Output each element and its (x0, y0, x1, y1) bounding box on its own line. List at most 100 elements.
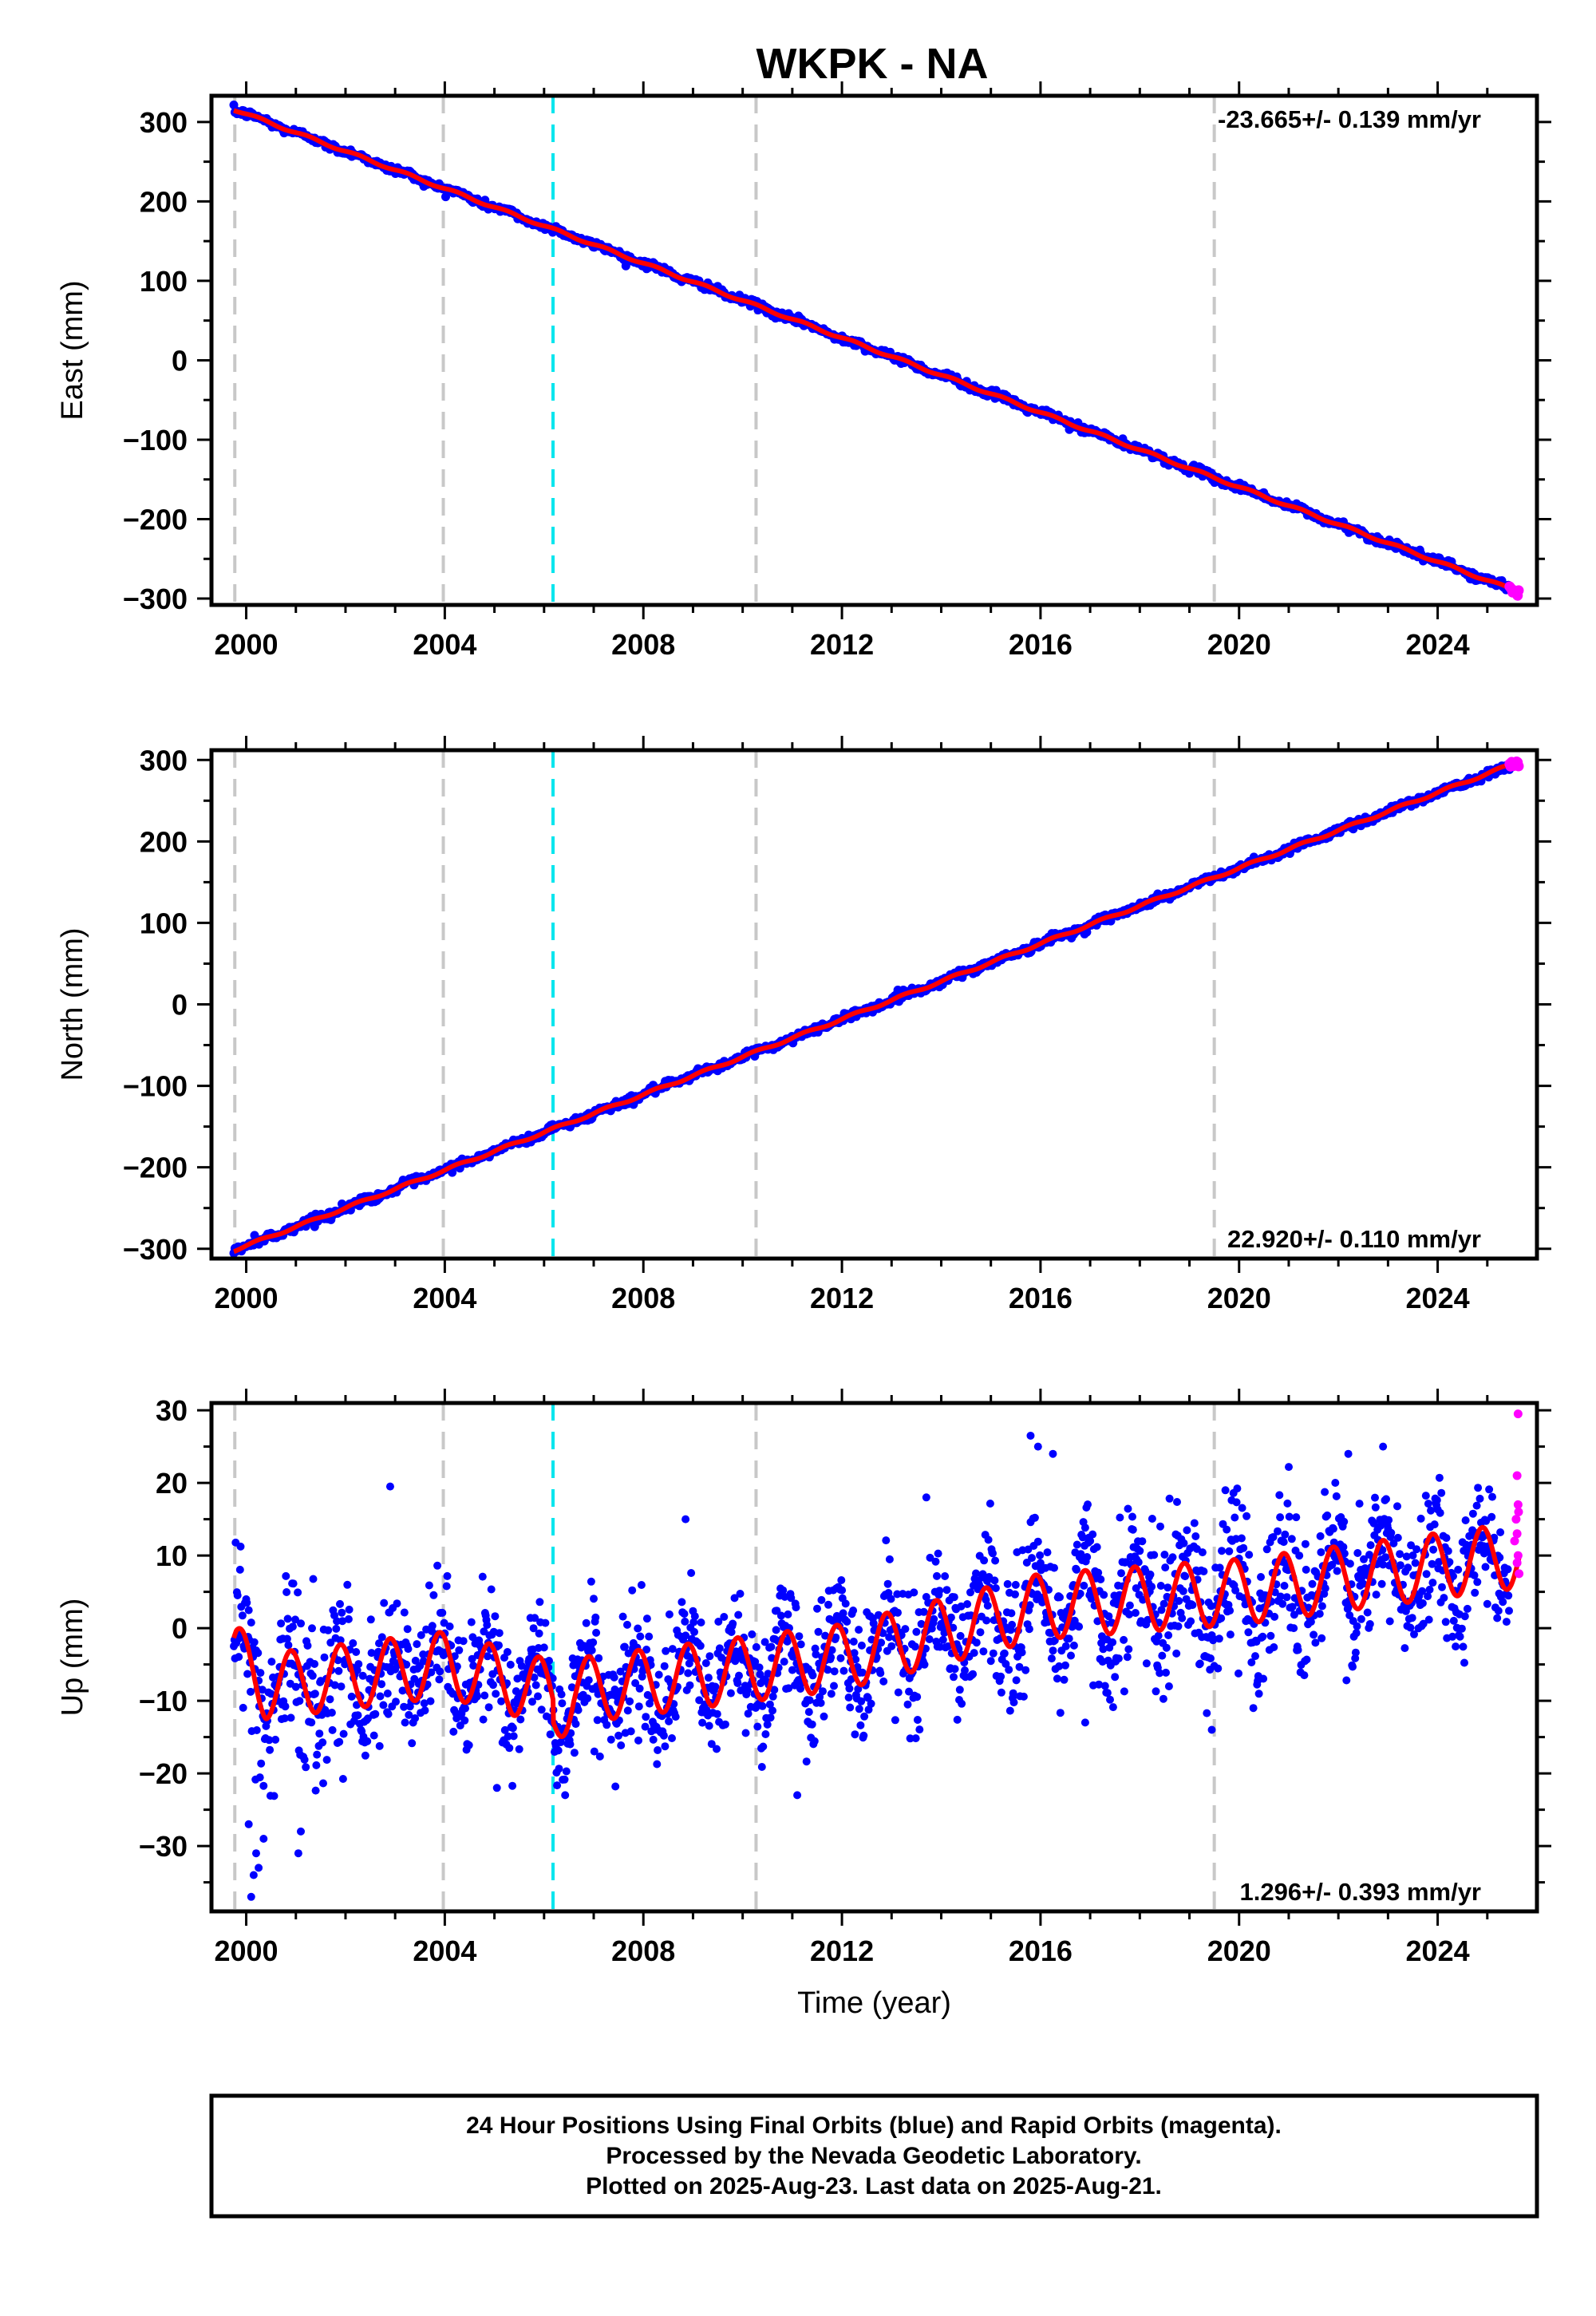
final-orbit-point (813, 1604, 821, 1613)
final-orbit-point (1244, 1628, 1253, 1637)
north-panel: 2000 2004 2008 2012 2016 2020 20243002001000−1… (56, 736, 1551, 1314)
final-orbit-point (1028, 1554, 1036, 1563)
final-orbit-point (313, 1750, 322, 1759)
rapid-orbit-point (1513, 761, 1524, 772)
final-orbit-point (953, 1715, 962, 1724)
final-orbit-point (369, 1731, 378, 1740)
final-orbit-point (678, 1598, 686, 1607)
final-orbit-point (805, 1696, 814, 1705)
final-orbit-point (819, 1687, 827, 1696)
final-orbit-point (660, 1662, 669, 1670)
final-orbit-point (310, 1660, 319, 1668)
final-orbit-point (1231, 1513, 1239, 1522)
final-orbit-point (1317, 1634, 1326, 1642)
final-orbit-point (1295, 1551, 1304, 1560)
final-orbit-point (1353, 1549, 1362, 1557)
final-orbit-point (1262, 1545, 1271, 1554)
final-orbit-point (698, 1718, 707, 1727)
final-orbit-point (894, 1688, 903, 1697)
final-orbit-point (1215, 1634, 1223, 1643)
final-orbit-point (294, 1849, 302, 1858)
final-orbit-point (1488, 1492, 1496, 1501)
y-tick-label: −200 (123, 504, 188, 536)
final-orbit-point (844, 1694, 853, 1701)
final-orbit-point (1088, 1530, 1097, 1539)
final-orbit-point (685, 1681, 694, 1690)
final-orbit-point (1283, 1499, 1292, 1508)
final-orbit-point (1355, 1500, 1364, 1508)
final-orbit-point (1285, 1463, 1293, 1472)
final-orbit-point (1444, 1547, 1452, 1555)
final-orbit-point (1258, 1632, 1267, 1641)
plot-frame (209, 93, 1539, 607)
final-orbit-point (766, 1713, 775, 1722)
x-tick-label: 2012 (810, 1935, 874, 1967)
final-orbit-point (472, 1692, 481, 1701)
final-orbit-point (1460, 1612, 1469, 1621)
final-orbit-point (336, 1599, 344, 1608)
final-orbit-point (910, 1588, 918, 1597)
final-orbit-point (433, 1561, 442, 1570)
final-orbit-point (1156, 1522, 1164, 1531)
final-orbit-point (1215, 1563, 1224, 1572)
final-orbit-point (584, 1676, 593, 1685)
final-orbit-point (653, 1760, 662, 1769)
final-orbit-point (642, 1614, 651, 1623)
final-orbit-point (508, 1724, 517, 1733)
final-orbit-point (1165, 1494, 1174, 1503)
final-orbit-point (328, 1725, 337, 1734)
x-axis-label: Time (year) (797, 1986, 951, 2020)
final-orbit-point (1225, 1547, 1234, 1555)
final-orbit-point (715, 1644, 724, 1653)
final-orbit-point (1183, 1526, 1191, 1535)
final-orbit-point (611, 1782, 620, 1791)
y-tick-label: −20 (139, 1757, 188, 1790)
final-orbit-point (311, 1786, 320, 1795)
final-orbit-point (1275, 1491, 1284, 1500)
final-orbit-point (574, 1705, 583, 1714)
final-orbit-point (1150, 1551, 1159, 1559)
final-orbit-point (582, 1618, 591, 1627)
final-orbit-point (759, 1742, 768, 1751)
final-orbit-point (776, 1611, 785, 1620)
final-orbit-point (537, 1705, 546, 1714)
final-orbit-point (697, 1618, 705, 1626)
final-orbit-point (1287, 1535, 1296, 1543)
final-orbit-point (1226, 1630, 1235, 1639)
final-orbit-point (1011, 1590, 1019, 1599)
final-orbit-point (1440, 1594, 1448, 1603)
final-orbit-point (1158, 1651, 1167, 1660)
final-orbit-point (1494, 1607, 1503, 1615)
final-orbit-point (1060, 1675, 1069, 1684)
final-orbit-point (421, 1706, 429, 1715)
final-orbit-point (509, 1732, 518, 1741)
final-orbit-point (332, 1624, 341, 1633)
final-orbit-point (1321, 1584, 1329, 1593)
final-orbit-point (935, 1587, 944, 1595)
final-orbit-point (1245, 1551, 1254, 1559)
final-orbit-point (720, 1613, 729, 1621)
final-orbit-point (1138, 1537, 1147, 1546)
final-orbit-point (1106, 1695, 1114, 1704)
model-fit-line (231, 108, 1521, 595)
final-orbit-point (1191, 1532, 1200, 1540)
final-orbit-point (385, 1482, 394, 1491)
final-orbit-point (1033, 1537, 1042, 1546)
final-orbit-point (338, 1775, 347, 1783)
final-orbit-point (966, 1588, 974, 1597)
y-tick-label: 30 (156, 1394, 188, 1427)
final-orbit-point (363, 1737, 372, 1745)
final-orbit-point (1454, 1565, 1463, 1574)
final-orbit-point (634, 1624, 642, 1633)
final-orbit-point (991, 1556, 1000, 1565)
final-orbit-point (247, 1618, 255, 1627)
final-orbit-point (931, 1557, 940, 1566)
final-orbit-point (837, 1576, 846, 1584)
final-orbit-point (375, 1741, 384, 1750)
final-orbit-point (1421, 1492, 1430, 1500)
final-orbit-point (1396, 1550, 1404, 1559)
final-orbit-point (343, 1580, 352, 1589)
final-orbit-point (1187, 1617, 1195, 1626)
final-orbit-point (562, 1767, 571, 1776)
final-orbit-point (1274, 1527, 1282, 1535)
